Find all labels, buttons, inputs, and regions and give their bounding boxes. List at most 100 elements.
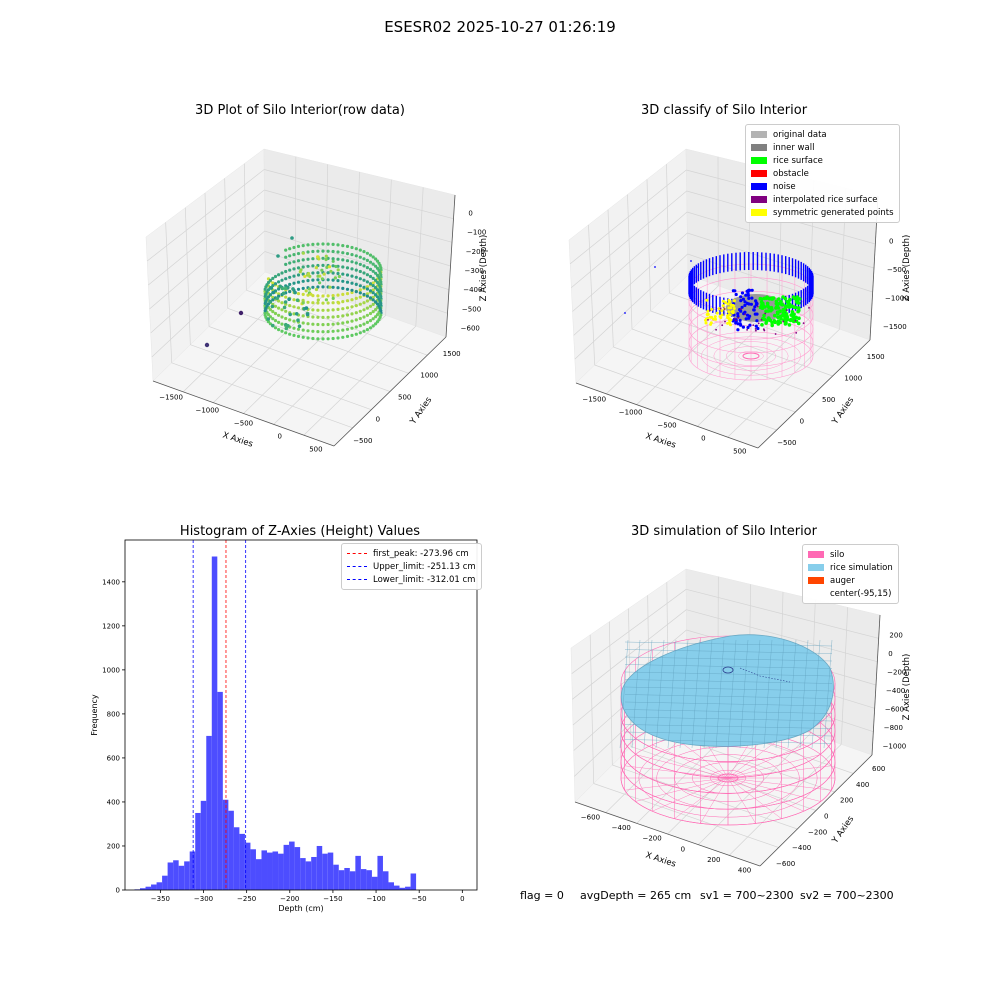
data-point xyxy=(271,290,276,295)
legend-swatch xyxy=(808,551,824,558)
data-point xyxy=(368,267,373,271)
legend-swatch xyxy=(751,131,767,138)
data-point xyxy=(317,257,321,261)
data-point xyxy=(284,248,288,252)
data-point xyxy=(336,243,340,247)
data-point xyxy=(358,324,362,328)
data-point xyxy=(336,279,340,283)
data-point xyxy=(345,244,350,248)
data-point xyxy=(371,276,375,280)
data-point xyxy=(301,265,305,269)
data-point xyxy=(350,245,354,250)
data-point xyxy=(371,284,375,288)
data-point xyxy=(301,286,305,290)
data-point xyxy=(326,330,330,334)
data-point xyxy=(321,263,325,267)
data-point xyxy=(288,254,292,258)
data-point xyxy=(345,252,350,256)
data-point xyxy=(280,315,284,319)
data-point xyxy=(331,249,335,254)
data-point xyxy=(331,315,335,319)
data-point xyxy=(311,322,315,326)
data-point xyxy=(336,257,340,261)
data-point xyxy=(368,253,373,257)
data-point xyxy=(368,260,373,264)
data-point xyxy=(326,322,330,327)
data-point xyxy=(263,311,267,315)
data-point xyxy=(284,322,288,327)
data-point xyxy=(306,322,310,326)
data-point xyxy=(311,249,315,254)
data-point xyxy=(354,311,358,315)
legend-label: Upper_limit: -251.13 cm xyxy=(373,561,476,572)
data-point xyxy=(374,271,378,275)
y-axis-label: Y Axies xyxy=(408,395,435,427)
data-point xyxy=(354,325,358,329)
data-point xyxy=(269,286,274,290)
data-point xyxy=(362,271,366,275)
data-point xyxy=(350,326,354,330)
legend-item-upper-limit: Upper_limit: -251.13 cm xyxy=(347,560,476,573)
data-point xyxy=(288,261,292,265)
data-point xyxy=(368,304,373,308)
data-point xyxy=(277,273,281,277)
data-point xyxy=(368,274,373,279)
data-point xyxy=(336,329,340,333)
data-point xyxy=(374,322,378,326)
plot3-title: Histogram of Z-Axies (Height) Values xyxy=(179,524,421,539)
data-point xyxy=(368,282,373,286)
data-point xyxy=(365,328,369,332)
data-point xyxy=(288,282,292,286)
data-point xyxy=(301,335,305,339)
data-point xyxy=(341,328,345,332)
data-point xyxy=(277,292,281,296)
data-point xyxy=(374,257,378,261)
data-point xyxy=(277,313,281,317)
data-point xyxy=(288,247,292,251)
data-point xyxy=(331,285,335,289)
legend-item-rice-simulation: rice simulation xyxy=(808,561,893,574)
legend-label: Lower_limit: -312.01 cm xyxy=(373,574,476,585)
data-point xyxy=(374,315,378,319)
y-tick-label: 0 xyxy=(376,415,380,423)
data-point xyxy=(304,306,309,310)
z-tick-label: −300 xyxy=(465,267,484,275)
status-sv1: sv1 = 700~2300 xyxy=(700,889,794,902)
data-point xyxy=(277,280,281,284)
data-point xyxy=(316,294,320,298)
data-point xyxy=(345,313,350,317)
data-point xyxy=(268,293,272,297)
data-point xyxy=(341,258,345,262)
data-point xyxy=(321,294,325,298)
data-point xyxy=(306,300,310,304)
data-point xyxy=(311,308,315,312)
data-point xyxy=(292,253,296,257)
data-point xyxy=(296,327,301,331)
data-point xyxy=(336,268,340,272)
data-point xyxy=(301,251,305,255)
data-point xyxy=(345,299,350,303)
data-point xyxy=(371,288,375,292)
data-point xyxy=(284,277,288,281)
data-point xyxy=(271,317,275,321)
data-point xyxy=(336,286,340,290)
data-point xyxy=(311,264,315,268)
legend-item-first-peak: first_peak: -273.96 cm xyxy=(347,547,476,560)
data-point xyxy=(365,320,369,324)
data-point xyxy=(368,296,373,300)
data-point xyxy=(284,331,288,335)
data-point xyxy=(292,305,296,309)
data-point xyxy=(321,285,325,289)
data-point xyxy=(296,334,301,338)
data-point xyxy=(374,308,378,312)
data-point xyxy=(311,301,315,305)
data-point xyxy=(350,298,354,302)
data-point xyxy=(295,298,300,303)
legend-line xyxy=(347,553,367,554)
data-point xyxy=(358,277,362,281)
data-point xyxy=(292,245,296,250)
data-point xyxy=(336,250,340,254)
plot4-title: 3D simulation of Silo Interior xyxy=(631,524,817,539)
data-point xyxy=(365,299,369,303)
